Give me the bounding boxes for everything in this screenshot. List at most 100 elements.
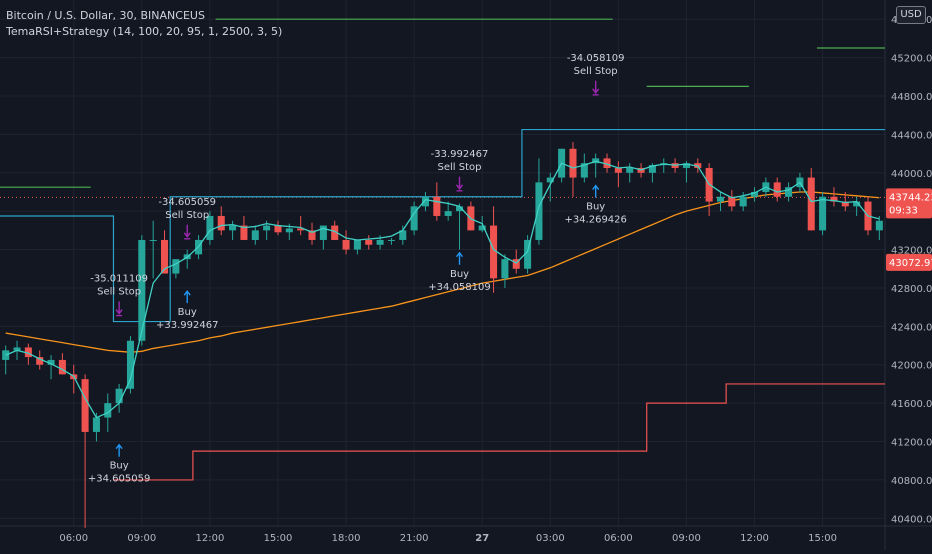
price-tick-label: 44400.00	[891, 130, 932, 141]
candle-body	[331, 225, 339, 240]
candle-body	[217, 215, 225, 231]
candle-body	[433, 196, 441, 216]
sell-arrow-icon	[592, 80, 600, 96]
buy-arrow-icon	[455, 251, 464, 265]
candle-body	[830, 196, 838, 202]
candle-body	[490, 225, 498, 279]
candle-body	[478, 225, 486, 231]
candle-body	[535, 182, 543, 240]
candle-body	[751, 191, 759, 197]
sell-signal-amount: -34.605059	[158, 197, 216, 208]
buy-signal-label: Buy	[586, 202, 605, 213]
candle-body	[648, 165, 656, 173]
candle-body	[716, 196, 724, 202]
sell-signal-amount: -33.992467	[431, 149, 489, 160]
candle-body	[92, 417, 100, 432]
stop-line-high	[0, 128, 885, 323]
candle-body	[444, 211, 452, 216]
currency-button[interactable]: USD	[896, 6, 926, 24]
candle-body	[773, 182, 781, 197]
candle-body	[875, 220, 883, 231]
buy-arrow-icon	[592, 184, 600, 198]
candle-body	[421, 196, 429, 207]
sell-signal-label: Sell Stop	[97, 287, 141, 298]
candle-body	[807, 177, 815, 231]
candle-body	[410, 206, 418, 231]
symbol-title[interactable]: Bitcoin / U.S. Dollar, 30, BINANCEUS	[6, 9, 205, 22]
buy-arrow-icon	[115, 443, 123, 457]
candle-body	[47, 359, 55, 365]
time-tick-label: 06:00	[59, 533, 88, 544]
buy-signal-label: Buy	[178, 307, 197, 318]
countdown-text: 09:33	[889, 205, 918, 216]
sell-signal-amount: -34.058109	[567, 53, 625, 64]
candle-body	[376, 239, 384, 245]
candle-body	[240, 225, 248, 240]
candle-body	[819, 196, 827, 231]
candle-body	[387, 239, 395, 241]
candle-body	[512, 259, 520, 269]
price-tick-label: 42000.00	[891, 361, 932, 372]
candle-body	[13, 347, 21, 351]
candle-body	[342, 239, 350, 250]
candle-body	[308, 230, 316, 240]
time-tick-label: 09:00	[127, 533, 156, 544]
time-tick-label: 15:00	[264, 533, 293, 544]
candle-body	[161, 239, 169, 274]
buy-signal-label: Buy	[450, 269, 469, 280]
candle-body	[24, 347, 32, 358]
indicator-legend[interactable]: TemaRSI+Strategy (14, 100, 20, 95, 1, 25…	[6, 25, 283, 38]
candle-body	[569, 148, 577, 178]
ema-line	[5, 191, 880, 353]
price-tick-label: 44800.00	[891, 92, 932, 103]
stop-line-low	[113, 383, 885, 481]
buy-signal-label: Buy	[110, 461, 129, 472]
sell-arrow-icon	[183, 224, 191, 240]
sell-signal-label: Sell Stop	[165, 210, 209, 221]
candle-body	[524, 239, 532, 269]
time-tick-label: 27	[475, 533, 489, 544]
price-tick-label: 40800.00	[891, 476, 932, 487]
candle-body	[739, 196, 747, 207]
candle-body	[614, 167, 622, 173]
last-close-badge	[886, 253, 932, 271]
candle-body	[36, 357, 44, 365]
current-price-text: 43744.23	[889, 192, 932, 203]
candle-body	[841, 201, 849, 207]
buy-signal-amount: +33.992467	[156, 320, 218, 331]
candle-body	[285, 228, 293, 233]
sell-signal-label: Sell Stop	[574, 66, 618, 77]
price-tick-label: 45200.00	[891, 54, 932, 65]
candle-body	[297, 228, 305, 231]
sell-signal-label: Sell Stop	[438, 162, 482, 173]
candle-body	[785, 187, 793, 197]
price-tick-label: 42800.00	[891, 284, 932, 295]
buy-arrow-icon	[183, 289, 191, 304]
candle-body	[104, 403, 112, 418]
candle-body	[81, 379, 89, 432]
candle-body	[115, 388, 123, 404]
candle-body	[682, 163, 690, 168]
current-price-badge	[886, 188, 932, 219]
buy-signal-amount: +34.058109	[428, 282, 490, 293]
time-tick-label: 12:00	[195, 533, 224, 544]
time-tick-label: 06:00	[604, 533, 633, 544]
price-tick-label: 41200.00	[891, 438, 932, 449]
candle-body	[501, 259, 509, 279]
time-tick-label: 21:00	[400, 533, 429, 544]
chart-header: Bitcoin / U.S. Dollar, 30, BINANCEUS Tem…	[6, 8, 282, 40]
candle-body	[126, 340, 134, 389]
tema-line	[5, 160, 880, 419]
candle-body	[626, 167, 634, 173]
candle-body	[853, 201, 861, 207]
candle-body	[138, 239, 146, 341]
candle-body	[546, 177, 554, 183]
time-tick-label: 12:00	[740, 533, 769, 544]
price-tick-label: 42400.00	[891, 322, 932, 333]
candle-body	[580, 163, 588, 178]
candle-body	[353, 239, 361, 250]
candle-body	[728, 196, 736, 207]
candle-body	[229, 225, 237, 231]
